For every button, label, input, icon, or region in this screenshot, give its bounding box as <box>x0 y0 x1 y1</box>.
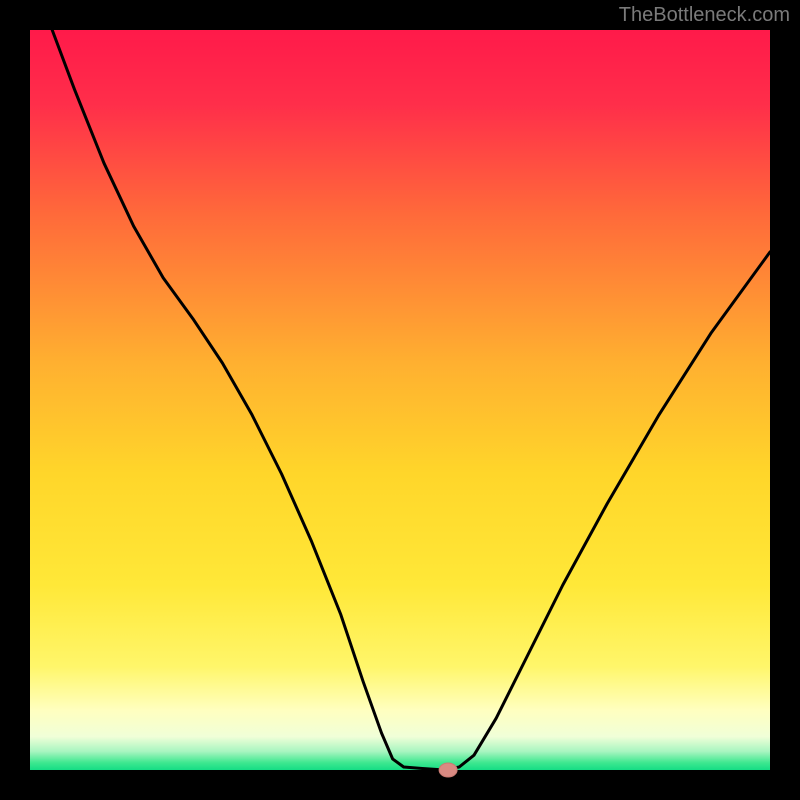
watermark-text: TheBottleneck.com <box>619 4 790 27</box>
chart-container: TheBottleneck.com <box>0 0 800 800</box>
bottleneck-chart <box>0 0 800 800</box>
chart-background <box>30 30 770 770</box>
optimal-point-marker <box>439 763 457 777</box>
